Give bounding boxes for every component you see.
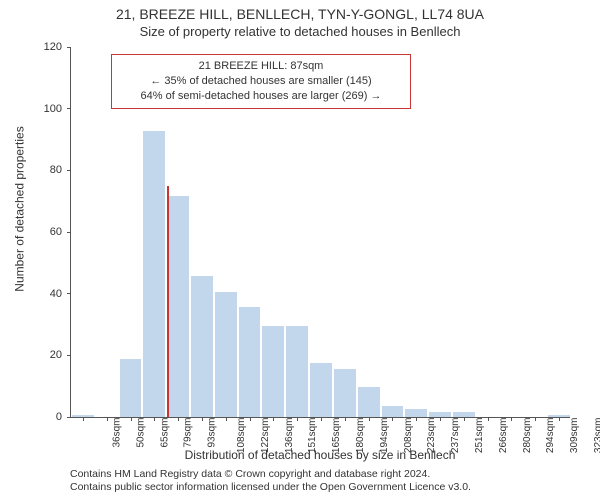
plot-area: 02040608010012036sqm50sqm65sqm79sqm93sqm…	[70, 48, 570, 418]
x-tick	[226, 417, 227, 421]
x-tick	[511, 417, 512, 421]
y-tick	[67, 47, 71, 48]
y-tick	[67, 108, 71, 109]
x-tick	[178, 417, 179, 421]
annotation-line: 64% of semi-detached houses are larger (…	[120, 89, 402, 104]
x-tick	[345, 417, 346, 421]
x-tick-label: 50sqm	[135, 418, 146, 448]
y-tick	[67, 293, 71, 294]
x-tick	[273, 417, 274, 421]
x-tick	[297, 417, 298, 421]
chart-subtitle: Size of property relative to detached ho…	[0, 24, 600, 39]
x-tick	[131, 417, 132, 421]
histogram-bar	[333, 368, 357, 417]
histogram-bar	[119, 358, 143, 417]
histogram-bar	[381, 405, 405, 417]
histogram-bar	[404, 408, 428, 417]
histogram-bar	[166, 195, 190, 417]
histogram-bar	[309, 362, 333, 418]
y-tick	[67, 355, 71, 356]
property-marker-line	[167, 186, 169, 417]
x-axis-label: Distribution of detached houses by size …	[70, 448, 570, 462]
y-tick-label: 40	[50, 288, 62, 300]
histogram-bar	[214, 291, 238, 417]
annotation-box: 21 BREEZE HILL: 87sqm← 35% of detached h…	[111, 54, 411, 109]
histogram-bar	[357, 386, 381, 417]
y-tick-label: 60	[50, 226, 62, 238]
x-tick	[416, 417, 417, 421]
y-tick-label: 0	[56, 411, 62, 423]
x-tick-label: 65sqm	[159, 418, 170, 448]
chart-title-address: 21, BREEZE HILL, BENLLECH, TYN-Y-GONGL, …	[0, 6, 600, 22]
y-tick-label: 120	[44, 41, 62, 53]
x-tick-label: 323sqm	[593, 418, 600, 454]
histogram-bar	[190, 275, 214, 417]
attribution: Contains HM Land Registry data © Crown c…	[70, 468, 570, 494]
x-tick-label: 79sqm	[183, 418, 194, 448]
x-tick	[440, 417, 441, 421]
y-tick-label: 20	[50, 349, 62, 361]
annotation-line: 21 BREEZE HILL: 87sqm	[120, 59, 402, 74]
x-tick	[83, 417, 84, 421]
x-tick	[559, 417, 560, 421]
x-tick	[202, 417, 203, 421]
x-tick	[392, 417, 393, 421]
attribution-line2: Contains public sector information licen…	[70, 481, 570, 494]
histogram-bar	[142, 130, 166, 417]
x-tick	[535, 417, 536, 421]
attribution-line1: Contains HM Land Registry data © Crown c…	[70, 468, 570, 481]
x-tick-label: 36sqm	[111, 418, 122, 448]
x-tick	[154, 417, 155, 421]
x-tick	[369, 417, 370, 421]
annotation-line: ← 35% of detached houses are smaller (14…	[120, 74, 402, 89]
x-tick	[464, 417, 465, 421]
x-tick-label: 93sqm	[207, 418, 218, 448]
histogram-bar	[285, 325, 309, 418]
histogram-bar	[261, 325, 285, 418]
x-tick	[488, 417, 489, 421]
x-tick	[321, 417, 322, 421]
histogram-bar	[238, 306, 262, 417]
y-tick-label: 100	[44, 103, 62, 115]
x-tick	[107, 417, 108, 421]
y-tick	[67, 170, 71, 171]
x-tick	[250, 417, 251, 421]
y-axis-label: Number of detached properties	[13, 126, 27, 291]
x-tick-label: 309sqm	[569, 418, 580, 454]
y-tick-label: 80	[50, 164, 62, 176]
y-tick	[67, 232, 71, 233]
y-axis-label-container: Number of detached properties	[12, 0, 28, 418]
